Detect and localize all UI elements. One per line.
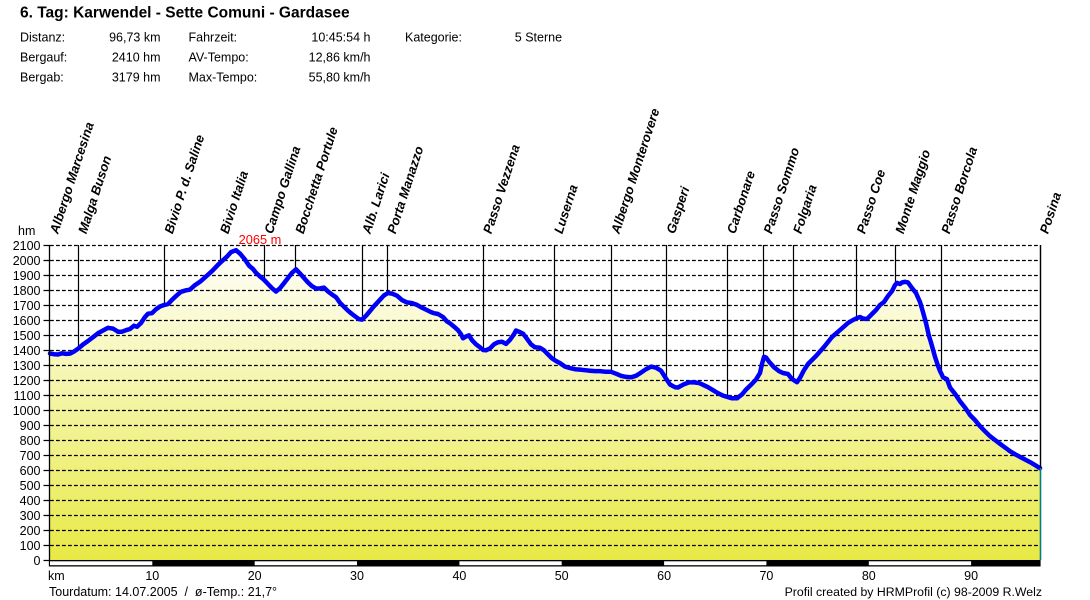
svg-text:1600: 1600 bbox=[13, 314, 41, 328]
svg-text:400: 400 bbox=[20, 494, 41, 508]
svg-text:50: 50 bbox=[555, 569, 569, 583]
svg-text:800: 800 bbox=[20, 434, 41, 448]
svg-text:hm: hm bbox=[18, 224, 35, 238]
svg-text:20: 20 bbox=[248, 569, 262, 583]
svg-text:6. Tag: Karwendel - Sette Comu: 6. Tag: Karwendel - Sette Comuni - Garda… bbox=[20, 5, 350, 22]
svg-text:1000: 1000 bbox=[13, 404, 41, 418]
svg-text:0: 0 bbox=[34, 554, 41, 568]
svg-text:100: 100 bbox=[20, 539, 41, 553]
svg-text:55,80 km/h: 55,80 km/h bbox=[309, 71, 371, 85]
svg-text:1700: 1700 bbox=[13, 299, 41, 313]
svg-text:30: 30 bbox=[350, 569, 364, 583]
svg-text:2065 m: 2065 m bbox=[239, 232, 282, 247]
svg-text:2410 hm: 2410 hm bbox=[112, 51, 161, 65]
svg-text:1400: 1400 bbox=[13, 344, 41, 358]
svg-text:96,73 km: 96,73 km bbox=[109, 31, 160, 45]
svg-text:Kategorie:: Kategorie: bbox=[405, 31, 462, 45]
svg-text:Distanz:: Distanz: bbox=[20, 31, 65, 45]
svg-text:70: 70 bbox=[759, 569, 773, 583]
svg-text:2000: 2000 bbox=[13, 254, 41, 268]
svg-text:1500: 1500 bbox=[13, 329, 41, 343]
svg-text:3179 hm: 3179 hm bbox=[112, 71, 161, 85]
svg-text:1800: 1800 bbox=[13, 284, 41, 298]
svg-text:Bergauf:: Bergauf: bbox=[20, 51, 67, 65]
svg-text:300: 300 bbox=[20, 509, 41, 523]
svg-text:5 Sterne: 5 Sterne bbox=[515, 31, 562, 45]
svg-text:40: 40 bbox=[452, 569, 466, 583]
svg-text:700: 700 bbox=[20, 449, 41, 463]
svg-text:600: 600 bbox=[20, 464, 41, 478]
svg-text:80: 80 bbox=[862, 569, 876, 583]
svg-text:Fahrzeit:: Fahrzeit: bbox=[189, 31, 238, 45]
svg-text:Tourdatum: 14.07.2005 / ø-Te: Tourdatum: 14.07.2005 / ø-Temp.: 21,7° bbox=[49, 585, 277, 599]
svg-text:1900: 1900 bbox=[13, 269, 41, 283]
svg-text:AV-Tempo:: AV-Tempo: bbox=[189, 51, 249, 65]
svg-text:900: 900 bbox=[20, 419, 41, 433]
svg-text:60: 60 bbox=[657, 569, 671, 583]
svg-text:500: 500 bbox=[20, 479, 41, 493]
svg-text:Max-Tempo:: Max-Tempo: bbox=[189, 71, 258, 85]
svg-text:1300: 1300 bbox=[13, 359, 41, 373]
svg-text:10:45:54 h: 10:45:54 h bbox=[311, 31, 370, 45]
svg-text:200: 200 bbox=[20, 524, 41, 538]
svg-text:Bergab:: Bergab: bbox=[20, 71, 64, 85]
svg-text:2100: 2100 bbox=[13, 239, 41, 253]
svg-text:Profil created by HRMProfil (c: Profil created by HRMProfil (c) 98-2009 … bbox=[785, 585, 1042, 599]
svg-text:km: km bbox=[48, 569, 65, 583]
svg-text:90: 90 bbox=[964, 569, 978, 583]
svg-text:12,86 km/h: 12,86 km/h bbox=[309, 51, 371, 65]
svg-text:10: 10 bbox=[145, 569, 159, 583]
svg-text:1200: 1200 bbox=[13, 374, 41, 388]
svg-text:1100: 1100 bbox=[14, 389, 41, 403]
